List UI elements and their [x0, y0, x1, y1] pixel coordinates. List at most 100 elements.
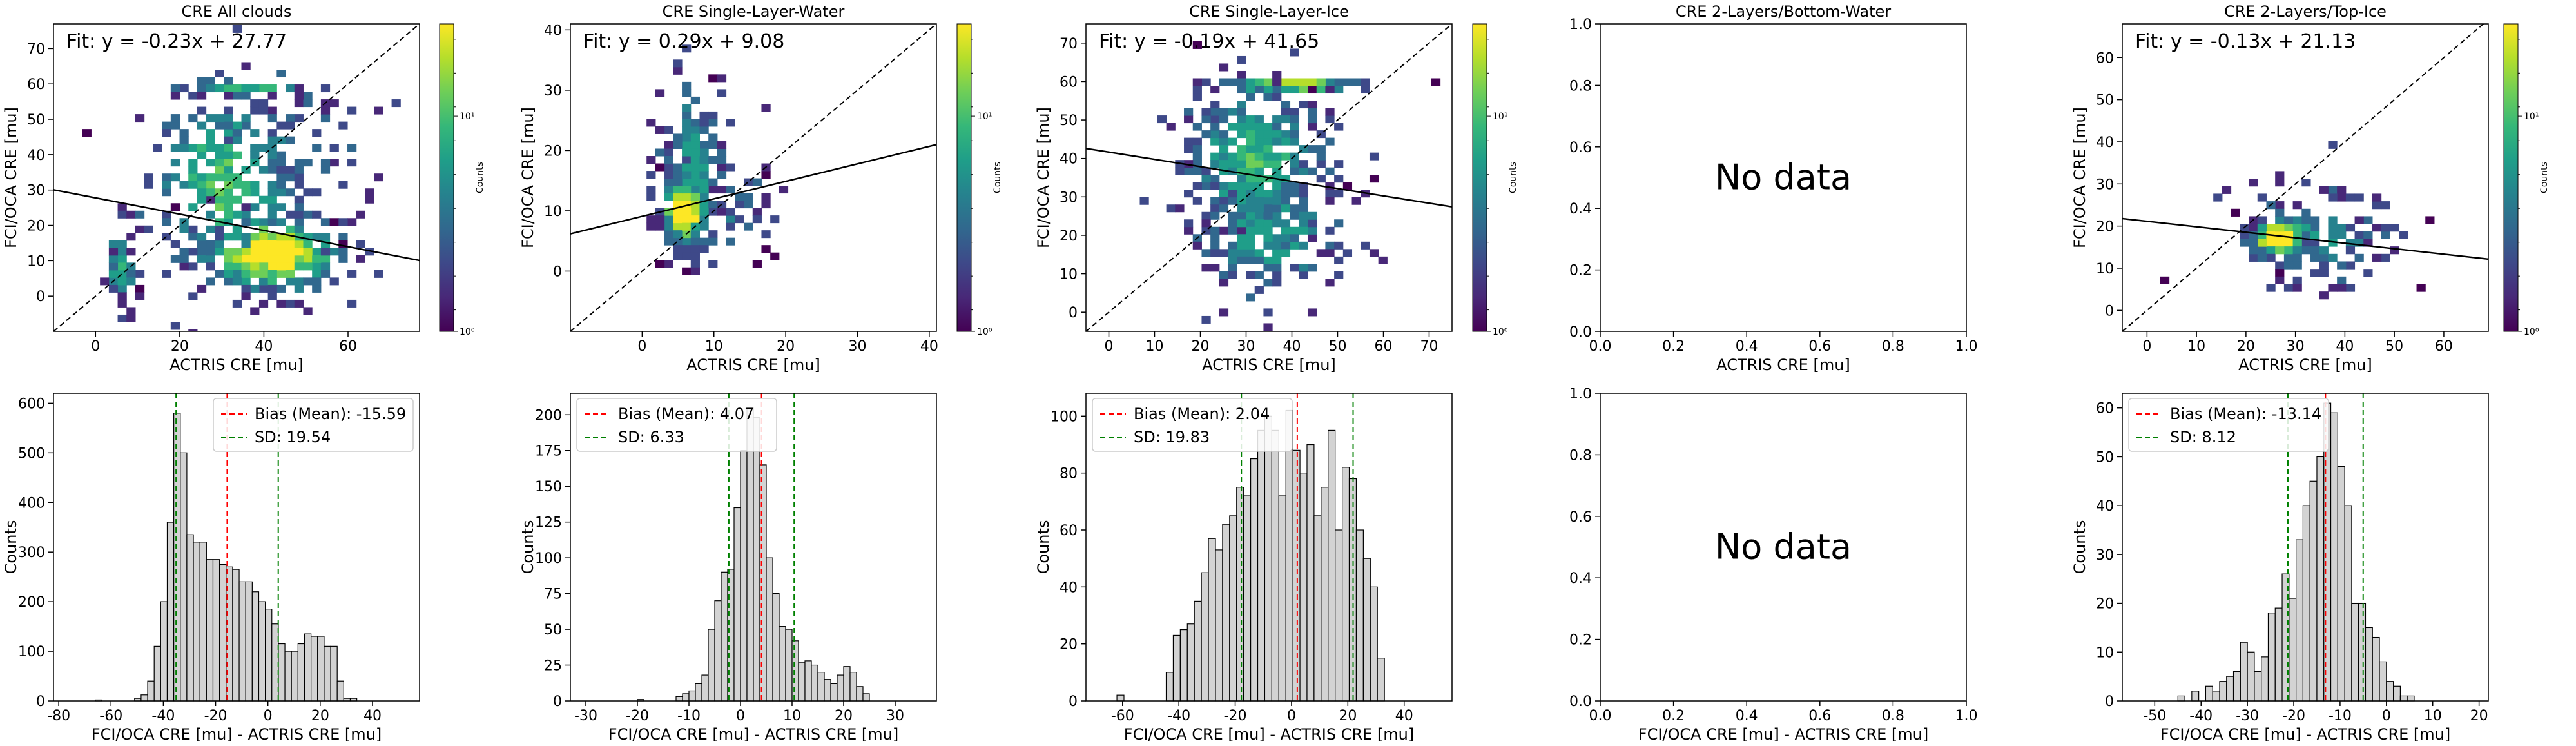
- density-cell: [752, 260, 762, 268]
- density-cell: [312, 270, 322, 278]
- histogram-bar: [2358, 602, 2367, 702]
- density-cell: [197, 188, 207, 197]
- density-cell: [241, 248, 251, 256]
- histogram-bar: [708, 629, 715, 702]
- density-cell: [1299, 197, 1308, 205]
- scatter-xtick-label: 0: [637, 339, 646, 355]
- density-cell: [2292, 216, 2302, 224]
- density-cell: [267, 233, 277, 241]
- density-cell: [2345, 246, 2356, 255]
- histogram-ytick-label: 0.8: [1569, 447, 1592, 464]
- density-cell: [1263, 211, 1273, 220]
- density-cell: [144, 173, 153, 182]
- density-cell: [241, 240, 251, 248]
- density-cell: [294, 240, 304, 248]
- scatter-xtick-label: 70: [1420, 339, 1438, 355]
- density-cell: [2399, 231, 2408, 239]
- density-cell: [294, 114, 304, 123]
- density-cell: [664, 237, 673, 246]
- density-cell: [1219, 190, 1229, 198]
- density-cell: [135, 270, 145, 278]
- density-cell: [286, 210, 295, 219]
- density-cell: [241, 270, 251, 278]
- density-cell: [1184, 145, 1194, 153]
- density-cell: [215, 233, 224, 241]
- density-cell: [2292, 246, 2302, 255]
- density-cell: [1307, 101, 1317, 109]
- histogram-bar: [766, 557, 773, 702]
- density-cell: [699, 178, 709, 186]
- histogram-bar: [147, 680, 155, 702]
- histogram-ytick-label: 40: [1060, 580, 1078, 596]
- density-cell: [1281, 234, 1291, 242]
- density-cell: [1254, 190, 1264, 198]
- histogram-bar: [688, 690, 696, 702]
- density-cell: [2275, 261, 2285, 270]
- density-cell: [1272, 264, 1282, 272]
- density-cell: [276, 151, 286, 159]
- density-cell: [294, 181, 304, 189]
- density-cell: [646, 215, 656, 224]
- histogram-bar: [251, 591, 260, 702]
- density-cell: [1201, 219, 1211, 228]
- density-cell: [188, 166, 198, 174]
- histogram-bar: [2309, 480, 2318, 702]
- colorbar-tick-label: 10⁰: [977, 327, 993, 337]
- density-cell: [1237, 182, 1246, 190]
- scatter-xtick-label: 0.4: [1736, 339, 1758, 355]
- density-cell: [682, 208, 692, 216]
- legend-box: [576, 398, 777, 452]
- histogram-xtick-label: -30: [2236, 708, 2259, 724]
- density-cell: [286, 121, 295, 130]
- scatter-ytick-label: 50: [2096, 93, 2114, 109]
- density-cell: [170, 159, 180, 167]
- histogram-bar: [2289, 598, 2297, 702]
- fit-equation: Fit: y = -0.23x + 27.77: [66, 30, 287, 53]
- density-cell: [224, 270, 233, 278]
- histogram-xtick-label: -60: [99, 708, 122, 724]
- density-cell: [2337, 186, 2347, 194]
- histogram-ytick-label: 500: [18, 446, 45, 462]
- colorbar-label: Counts: [475, 162, 485, 193]
- density-cell: [1228, 108, 1237, 116]
- density-cell: [761, 171, 771, 179]
- density-cell: [267, 188, 277, 197]
- histogram-xtick-label: 40: [363, 708, 382, 724]
- histogram-bar: [317, 636, 325, 702]
- density-cell: [1219, 63, 1229, 72]
- density-cell: [2337, 276, 2347, 284]
- density-cell: [347, 299, 357, 308]
- density-cell: [2310, 253, 2320, 262]
- scatter-ytick-label: 0: [553, 264, 562, 280]
- density-cell: [320, 166, 331, 174]
- density-cell: [1192, 93, 1202, 101]
- density-cell: [232, 136, 242, 144]
- legend-sd-label: SD: 19.54: [255, 428, 331, 446]
- colorbar-tick-label: 10¹: [1493, 112, 1507, 122]
- histogram-bar: [1264, 415, 1272, 702]
- density-cell: [241, 262, 251, 271]
- density-cell: [232, 92, 242, 100]
- density-cell: [1228, 219, 1237, 228]
- histogram-frame: [1600, 393, 1967, 702]
- density-cell: [2319, 291, 2329, 300]
- density-cell: [1263, 160, 1273, 168]
- histogram-bar: [1208, 538, 1216, 702]
- density-cell: [2257, 224, 2267, 232]
- scatter-xtick-label: 30: [2287, 339, 2305, 355]
- scatter-title: CRE Single-Layer-Ice: [1189, 3, 1349, 21]
- density-cell: [197, 233, 207, 241]
- density-cell: [170, 240, 180, 248]
- density-cell: [276, 262, 286, 271]
- histogram-bar: [1271, 429, 1279, 702]
- density-cell: [690, 126, 700, 134]
- one-to-one-line: [2122, 24, 2484, 331]
- density-cell: [682, 89, 692, 97]
- density-cell: [1361, 241, 1370, 250]
- density-cell: [312, 188, 322, 197]
- histogram-xtick-label: -20: [626, 708, 649, 724]
- density-cell: [1192, 41, 1202, 49]
- density-cell: [717, 148, 727, 157]
- density-cell: [682, 215, 692, 224]
- histogram-bar: [811, 664, 818, 702]
